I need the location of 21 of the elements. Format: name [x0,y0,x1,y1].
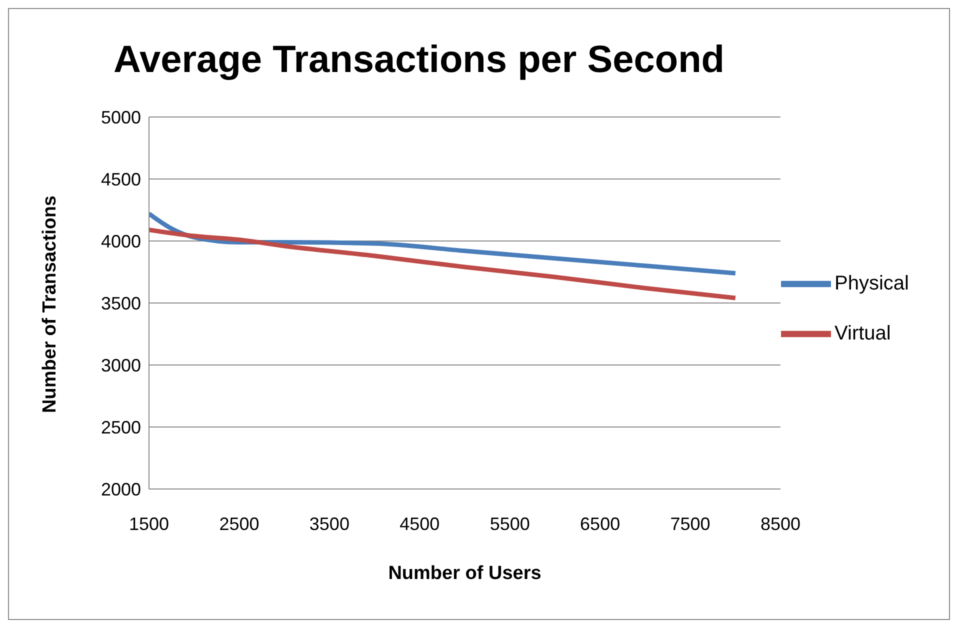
y-tick-label: 2000 [100,479,141,500]
chart-title: Average Transactions per Second [112,39,726,82]
x-tick-label: 8500 [760,514,801,534]
y-tick-label: 4000 [100,231,141,252]
legend-label: Virtual [834,322,891,344]
legend-label: Physical [834,272,909,294]
x-tick-label: 6500 [580,514,620,534]
y-tick-label: 3000 [100,355,141,376]
x-tick-label: 4500 [400,514,440,534]
x-tick-label: 2500 [219,514,260,534]
x-tick-label: 7500 [670,514,710,534]
y-tick-label: 4500 [100,169,141,190]
x-tick-label: 5500 [490,514,530,534]
y-tick-label: 2500 [100,417,141,438]
line-series [149,228,738,300]
y-tick-label: 5000 [100,107,141,128]
x-axis-title: Number of Users [388,563,542,584]
x-tick-label: 3500 [309,514,350,534]
x-tick-label: 1500 [128,514,170,534]
y-tick-label: 3500 [100,293,141,314]
y-axis-title: Number of Transactions [40,196,61,413]
